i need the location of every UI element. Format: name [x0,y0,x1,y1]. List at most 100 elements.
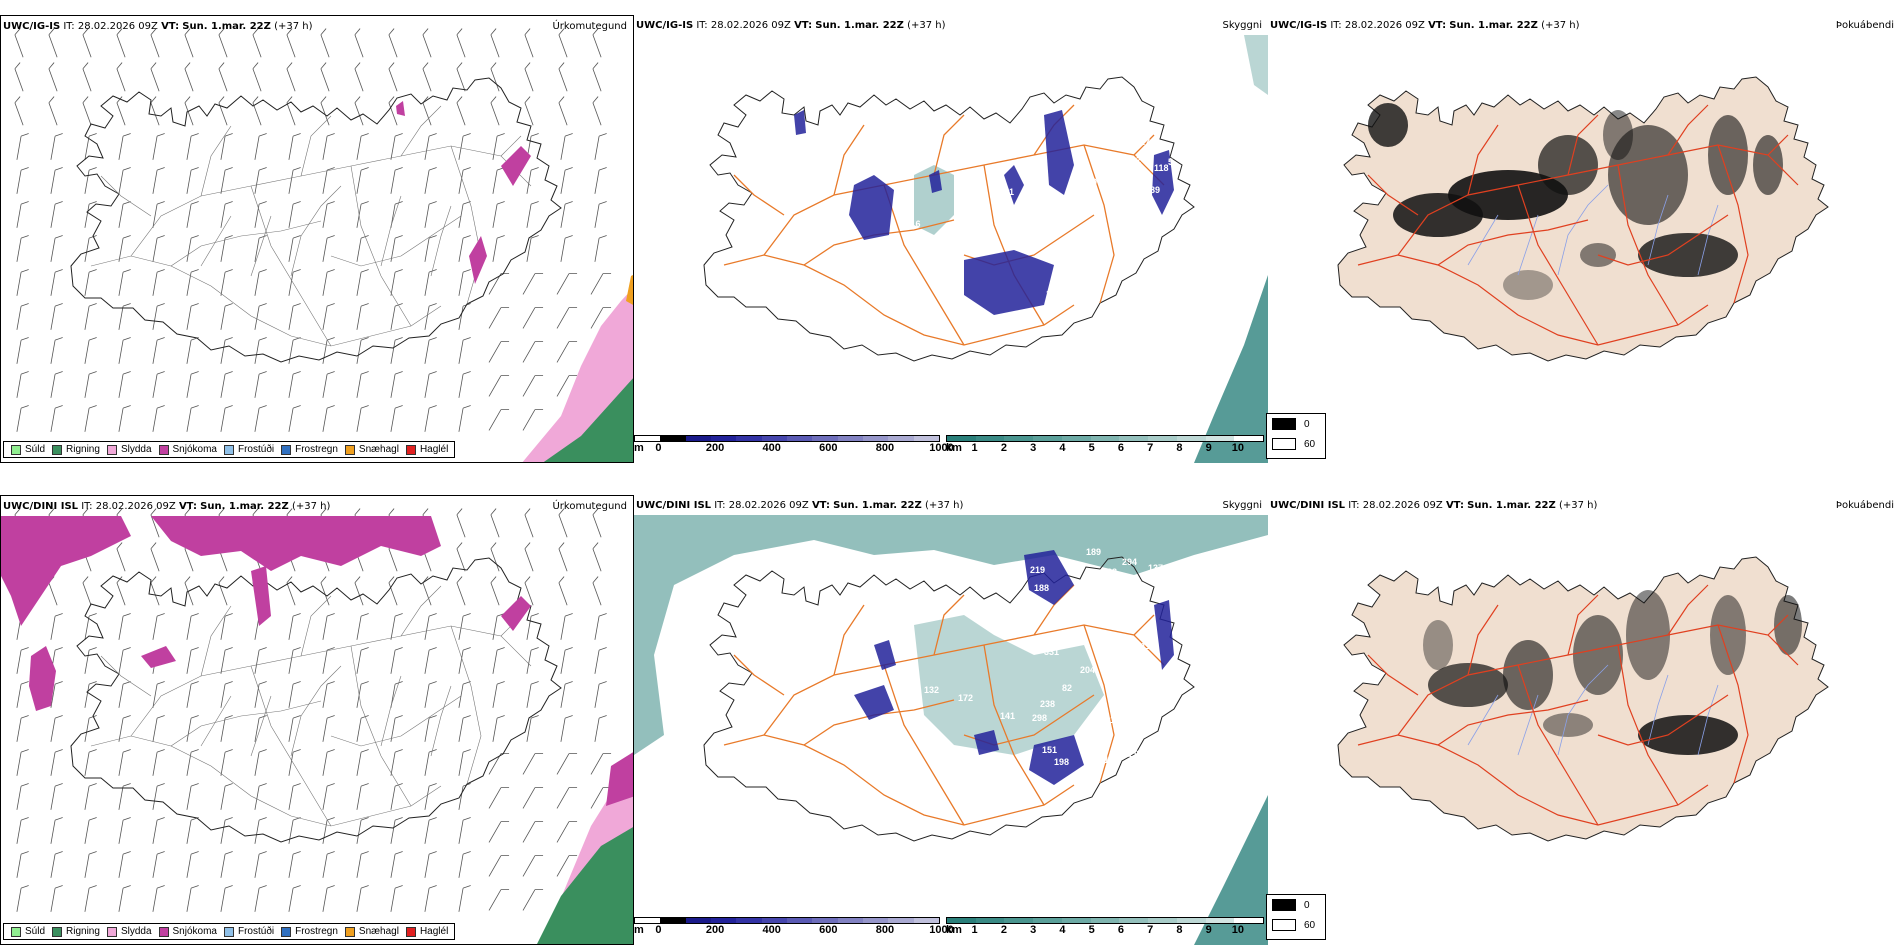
wind-barb [390,235,403,262]
wind-barb [458,885,471,912]
wind-barb [390,817,403,844]
wind-barb [118,201,131,228]
road-line [1717,144,1749,304]
wind-barb [288,647,301,674]
wind-barb [524,576,534,606]
wind-barb [354,576,364,606]
snow-area [469,236,487,284]
cloud-base-area [1029,735,1084,785]
legend-swatch [344,444,355,455]
wind-barb [16,371,29,398]
wind-barb [388,28,398,58]
wind-barb [288,715,301,742]
legend-swatch [344,926,355,937]
cloud-base-value: 71 [1004,187,1014,197]
wind-barb [50,613,63,640]
wind-barb [458,405,471,432]
wind-barb [320,28,330,58]
wind-barb [16,885,29,912]
wind-barb [118,681,131,708]
wind-barb [456,542,466,572]
wind-barb [116,96,126,126]
wind-barb [220,371,233,398]
panel-header: UWC/IG-IS IT: 28.02.2026 09Z VT: Sun. 1.… [3,21,313,32]
wind-barb [558,576,568,606]
legend-swatch [52,926,63,937]
wind-barb [82,96,92,126]
wind-barb [254,133,267,160]
cloud-base-value: 123 [1102,567,1117,577]
road-line [1597,214,1729,266]
wind-barb [322,749,335,776]
wind-barb [118,613,131,640]
legend-label: Snæhagl [358,926,399,937]
wind-barb [152,235,165,262]
cloud-base-value: 331 [1044,647,1059,657]
wind-barb [524,508,534,538]
wind-barb [356,783,369,810]
legend-swatch [106,444,117,455]
wind-barb [390,201,403,228]
wind-barb [84,133,97,160]
wind-barb [186,167,199,194]
wind-barb [522,753,544,775]
snow-area [396,101,405,116]
wind-barb [390,303,403,330]
cloud-base-value: 141 [1000,711,1015,721]
road-line [1133,614,1155,636]
cloud-base-area [974,730,999,755]
wind-barb [522,341,544,363]
visibility-panel-row1: 107 114 160 20 157 146 192 83 118 89 95 71 116 24 27 5 … [634,15,1268,463]
scale-swatch [862,918,889,923]
wind-barb [590,753,612,775]
wind-barb [84,201,97,228]
wind-barb [458,749,471,776]
scale-tick-label: 4 [1059,442,1066,454]
wind-barb [356,749,369,776]
legend-label: Haglél [419,444,449,455]
river-line [250,695,272,757]
legend-label: Frostregn [295,926,338,937]
scale-tick-label: 9 [1205,924,1212,936]
river-line [300,115,332,177]
wind-barb [388,96,398,126]
road-line [833,124,865,196]
wind-barb [488,787,510,809]
wind-barb [254,681,267,708]
wind-barb [320,576,330,606]
wind-barb [488,409,510,431]
legend-label: Frostúði [237,444,275,455]
fog-area [1503,640,1553,710]
wind-barb [490,542,500,572]
scale-swatch [1090,918,1120,923]
legend-swatch [223,926,234,937]
wind-barb [50,371,63,398]
wind-barb [556,787,578,809]
river-line [250,215,272,277]
wind-barb [322,851,335,878]
river-line [290,665,342,757]
wind-barb [458,715,471,742]
panel-header: UWC/DINI ISL IT: 28.02.2026 09Z VT: Sun.… [3,501,331,512]
wind-barb [118,167,131,194]
wind-barb [456,576,466,606]
fog-area [1543,713,1593,737]
wind-barb [288,783,301,810]
river-line [1517,694,1539,756]
wind-barb [50,167,63,194]
visibility-panel-row2: 189 294 137 123 208 219 188 151 341 331 204 311 82 23… [634,495,1268,945]
wind-barb [424,783,437,810]
wind-barb [50,851,63,878]
road-line [1517,184,1599,346]
wind-barb [218,96,228,126]
wind-barb [288,371,301,398]
wind-barb [558,96,568,126]
road-line [1367,654,1419,696]
river-line [100,175,152,217]
wind-barb [490,96,500,126]
wind-barb [254,167,267,194]
cloud-base-value: 151 [986,567,1001,577]
precip-legend: Súld Rigning Slydda Snjókoma Frostúði Frostre… [3,441,456,458]
low-visibility-area [1194,795,1268,945]
legend-swatch [158,444,169,455]
